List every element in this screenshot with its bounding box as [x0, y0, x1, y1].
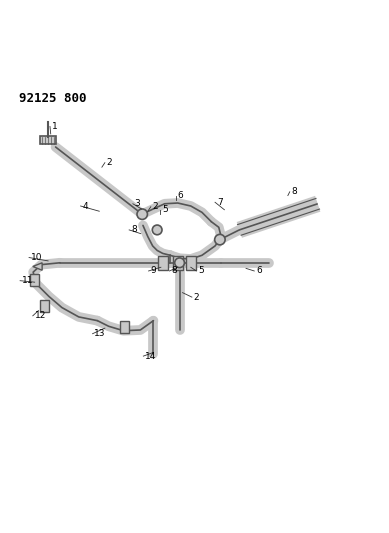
Text: 6: 6 [256, 266, 262, 276]
Circle shape [152, 225, 162, 235]
Text: 14: 14 [145, 352, 157, 361]
Text: 8: 8 [292, 187, 297, 196]
Text: 8: 8 [171, 266, 177, 276]
Circle shape [215, 235, 225, 245]
Text: 92125 800: 92125 800 [19, 92, 86, 104]
Text: 12: 12 [35, 311, 46, 320]
Text: 1: 1 [52, 122, 58, 131]
Circle shape [137, 209, 147, 220]
Text: 3: 3 [135, 199, 140, 208]
Text: 13: 13 [95, 329, 106, 338]
Text: 9: 9 [151, 266, 156, 276]
Text: 2: 2 [107, 158, 112, 167]
FancyBboxPatch shape [40, 136, 56, 144]
Text: 2: 2 [194, 293, 200, 302]
Text: 10: 10 [31, 253, 42, 262]
FancyBboxPatch shape [30, 274, 39, 286]
Text: 6: 6 [178, 191, 184, 200]
Text: 4: 4 [82, 201, 88, 211]
Text: 8: 8 [131, 225, 137, 235]
Text: 5: 5 [198, 266, 204, 276]
FancyBboxPatch shape [186, 256, 196, 270]
Circle shape [175, 258, 184, 268]
Text: 11: 11 [22, 276, 33, 285]
Text: 7: 7 [217, 198, 223, 207]
FancyBboxPatch shape [173, 256, 182, 270]
FancyBboxPatch shape [158, 256, 168, 270]
Text: 5: 5 [162, 205, 168, 214]
FancyBboxPatch shape [120, 321, 129, 333]
Text: 2: 2 [152, 202, 158, 211]
FancyBboxPatch shape [40, 301, 49, 312]
Polygon shape [33, 263, 42, 270]
